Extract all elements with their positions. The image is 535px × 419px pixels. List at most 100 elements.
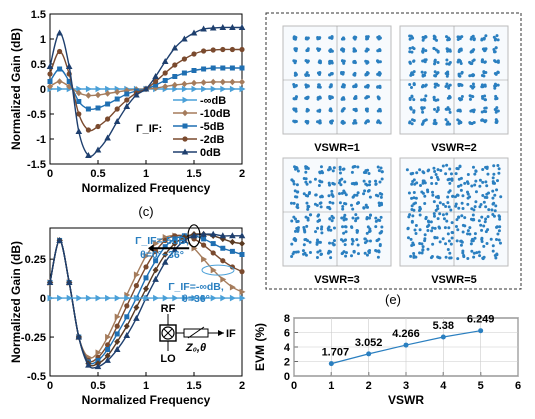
constellation-point <box>379 215 383 219</box>
constellation-point <box>408 61 412 65</box>
data-point <box>47 71 53 77</box>
constellation-label: VSWR=2 <box>431 142 477 154</box>
annotation-arrowhead <box>147 244 154 253</box>
constellation-point <box>315 256 319 260</box>
constellation-point <box>456 60 460 64</box>
data-point <box>123 322 130 330</box>
constellation-point <box>332 243 336 247</box>
constellation-point <box>466 192 470 196</box>
constellation-point <box>435 236 439 240</box>
constellation-point <box>469 50 473 54</box>
constellation-point <box>433 170 437 174</box>
data-point <box>366 351 372 357</box>
data-point <box>114 106 120 112</box>
constellation-point <box>479 223 483 227</box>
y-tick-label: -1.5 <box>27 159 46 171</box>
x-tick-label: 0 <box>291 380 297 392</box>
constellation-point <box>435 38 439 42</box>
data-point <box>210 250 216 256</box>
constellation-label: VSWR=3 <box>314 274 360 286</box>
constellation-point <box>328 96 332 100</box>
constellation-point <box>444 107 448 111</box>
constellation-point <box>446 247 450 251</box>
constellation-point <box>495 253 499 257</box>
constellation-point <box>493 72 497 76</box>
constellation-point <box>433 226 437 230</box>
constellation-point <box>483 60 487 64</box>
constellation-point <box>368 180 372 184</box>
constellation-point <box>424 35 428 39</box>
constellation-point <box>466 202 470 206</box>
data-point <box>201 294 208 302</box>
constellation-point <box>496 83 500 87</box>
constellation-point <box>376 119 380 123</box>
constellation-point <box>410 244 414 248</box>
constellation-point <box>412 178 416 182</box>
data-point <box>143 294 150 302</box>
constellation-point <box>491 189 495 193</box>
constellation-point <box>330 119 334 123</box>
constellation-point <box>441 213 445 217</box>
data-point <box>65 63 73 69</box>
constellation-point <box>473 205 477 209</box>
constellation-point <box>433 119 437 123</box>
constellation-point <box>447 205 451 209</box>
constellation-point <box>436 207 440 211</box>
data-point <box>162 244 168 250</box>
constellation-point <box>316 120 320 124</box>
data-point <box>56 78 63 85</box>
data-point <box>114 294 121 302</box>
data-point <box>239 85 246 93</box>
constellation-point <box>294 72 298 76</box>
data-point <box>162 70 168 76</box>
constellation-point <box>431 226 435 230</box>
constellation-point <box>350 242 354 246</box>
constellation-point <box>355 238 359 242</box>
constellation-point <box>457 72 461 76</box>
constellation-point <box>290 219 294 223</box>
constellation-point <box>418 213 422 217</box>
legend-label: -5dB <box>200 121 225 133</box>
constellation-point <box>482 244 486 248</box>
constellation-point <box>328 217 332 221</box>
constellation-point <box>448 189 452 193</box>
constellation-point <box>423 181 427 185</box>
constellation-point <box>414 223 418 227</box>
constellation-point <box>406 236 410 240</box>
data-point <box>191 51 197 57</box>
x-tick-label: 5 <box>478 380 484 392</box>
data-point <box>229 232 236 239</box>
constellation-point <box>341 207 345 211</box>
data-label: 5.38 <box>433 320 454 332</box>
constellation-point <box>489 237 493 241</box>
constellation-point <box>478 184 482 188</box>
constellation-point <box>362 192 366 196</box>
data-point <box>229 238 236 246</box>
constellation-point <box>471 218 475 222</box>
data-point <box>153 82 159 88</box>
constellation-point <box>413 182 417 186</box>
constellation-point <box>446 178 450 182</box>
constellation-point <box>422 98 426 102</box>
tline-label: Z₀,θ <box>185 342 206 354</box>
constellation-point <box>378 243 382 247</box>
x-tick-label: 3 <box>403 380 409 392</box>
constellation-point <box>353 71 357 75</box>
data-point <box>142 85 150 92</box>
constellation-point <box>473 172 477 176</box>
constellation-point <box>494 204 498 208</box>
constellation-point <box>409 85 413 89</box>
x-tick-label: 0 <box>47 380 53 392</box>
constellation-point <box>448 110 452 114</box>
data-point <box>133 304 140 311</box>
constellation-point <box>337 192 341 196</box>
constellation-point <box>471 213 475 217</box>
constellation-point <box>494 46 498 50</box>
constellation-point <box>289 201 293 205</box>
constellation-point <box>486 228 490 232</box>
constellation-point <box>291 252 295 256</box>
constellation-point <box>474 200 478 204</box>
x-tick-label: 2 <box>239 380 245 392</box>
constellation-point <box>481 96 485 100</box>
constellation-point <box>412 110 416 114</box>
